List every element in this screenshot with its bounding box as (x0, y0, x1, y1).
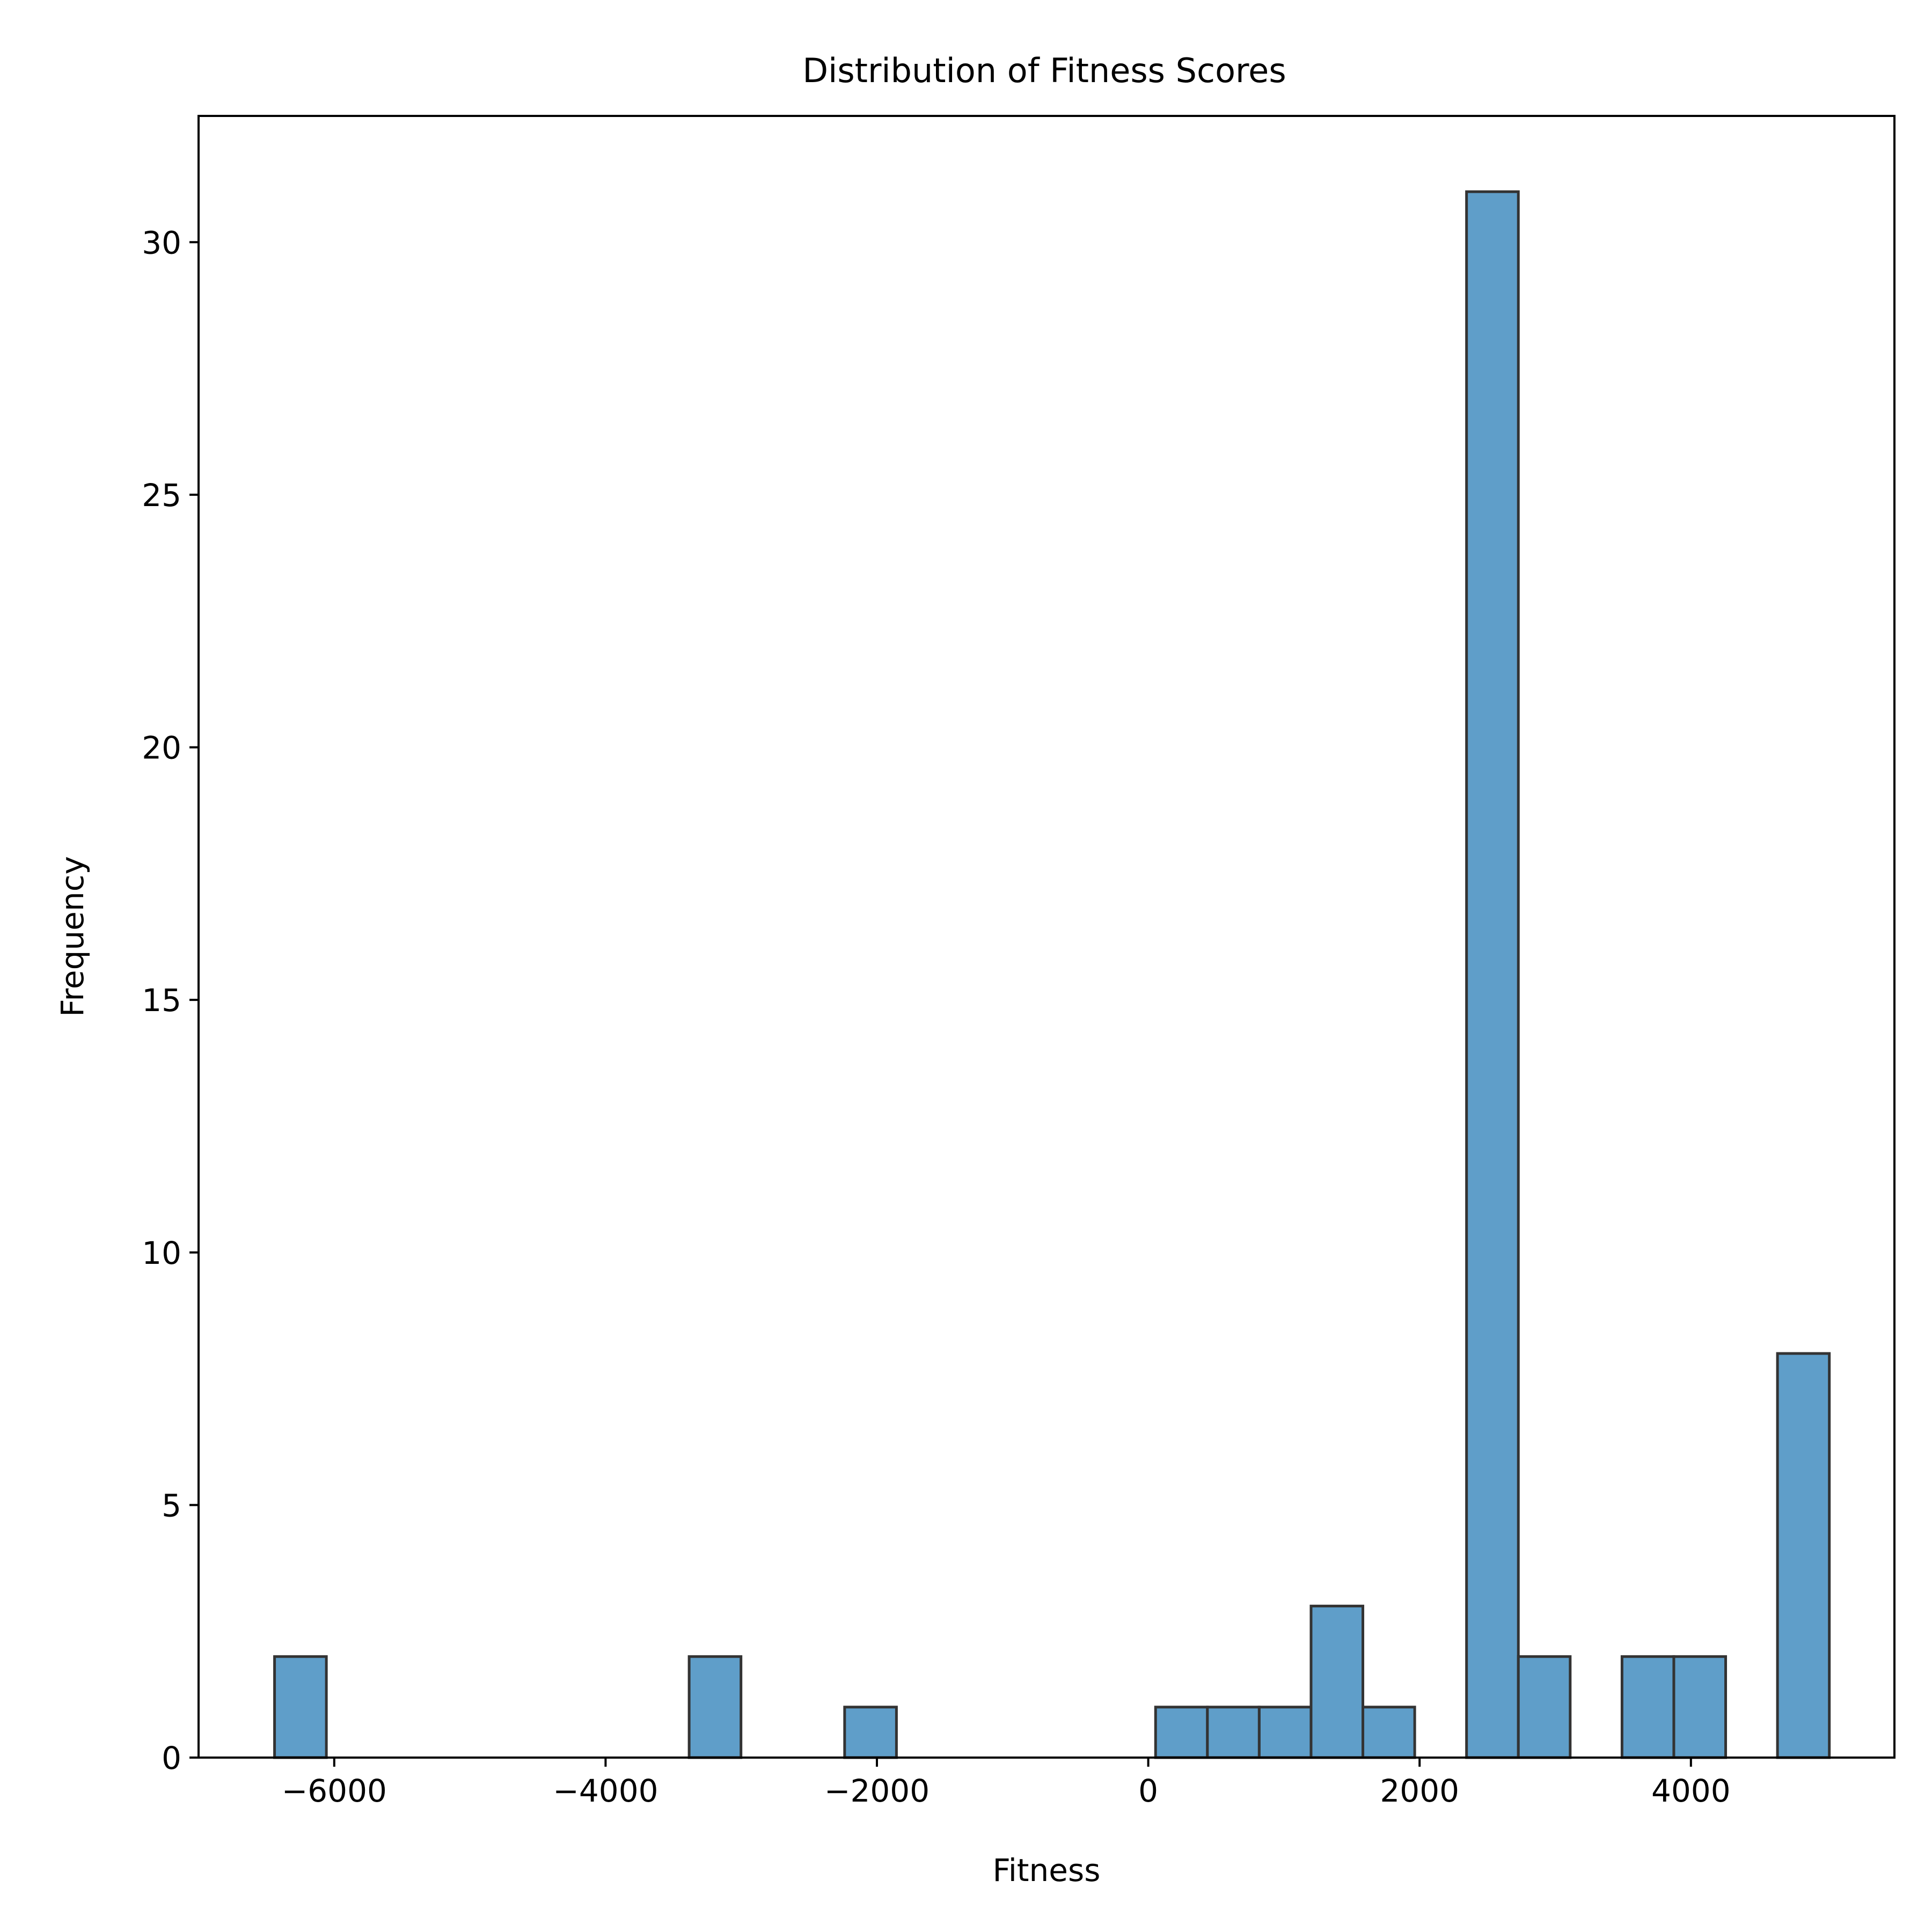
histogram-bar (1362, 1706, 1416, 1759)
x-tick-label: 4000 (1651, 1773, 1731, 1809)
histogram-bar (1309, 1605, 1365, 1759)
x-axis-ticks: −6000 −4000 −2000 0 2000 4000 (282, 1758, 1731, 1809)
x-tick-label: −6000 (282, 1773, 387, 1809)
histogram-bar (1257, 1706, 1313, 1759)
histogram-bar (843, 1706, 898, 1759)
histogram-bar (1517, 1655, 1572, 1759)
histogram-bar (687, 1655, 743, 1759)
chart-title: Distribution of Fitness Scores (802, 51, 1286, 90)
histogram-bar (1672, 1655, 1728, 1759)
y-tick-label: 25 (142, 477, 181, 514)
y-axis-ticks: 0 5 10 15 20 25 30 (142, 224, 199, 1776)
histogram-bar (1154, 1706, 1209, 1759)
x-tick-label: −2000 (824, 1773, 930, 1809)
histogram-bar (1465, 190, 1520, 1759)
y-tick-label: 5 (162, 1487, 181, 1524)
x-axis-label: Fitness (993, 1852, 1101, 1889)
y-tick-label: 20 (142, 730, 181, 766)
y-tick-label: 10 (142, 1235, 181, 1271)
x-tick-label: 0 (1138, 1773, 1158, 1809)
x-tick-label: −4000 (553, 1773, 658, 1809)
histogram-bar (1776, 1352, 1831, 1759)
plot-frame (197, 115, 1896, 1759)
histogram-bar (273, 1655, 328, 1759)
y-tick-label: 30 (142, 224, 181, 261)
histogram-bar (1620, 1655, 1675, 1759)
y-axis-label: Frequency (54, 856, 91, 1017)
histogram-bar (1206, 1706, 1261, 1759)
y-tick-label: 0 (162, 1740, 181, 1776)
x-tick-label: 2000 (1380, 1773, 1459, 1809)
y-tick-label: 15 (142, 982, 181, 1019)
